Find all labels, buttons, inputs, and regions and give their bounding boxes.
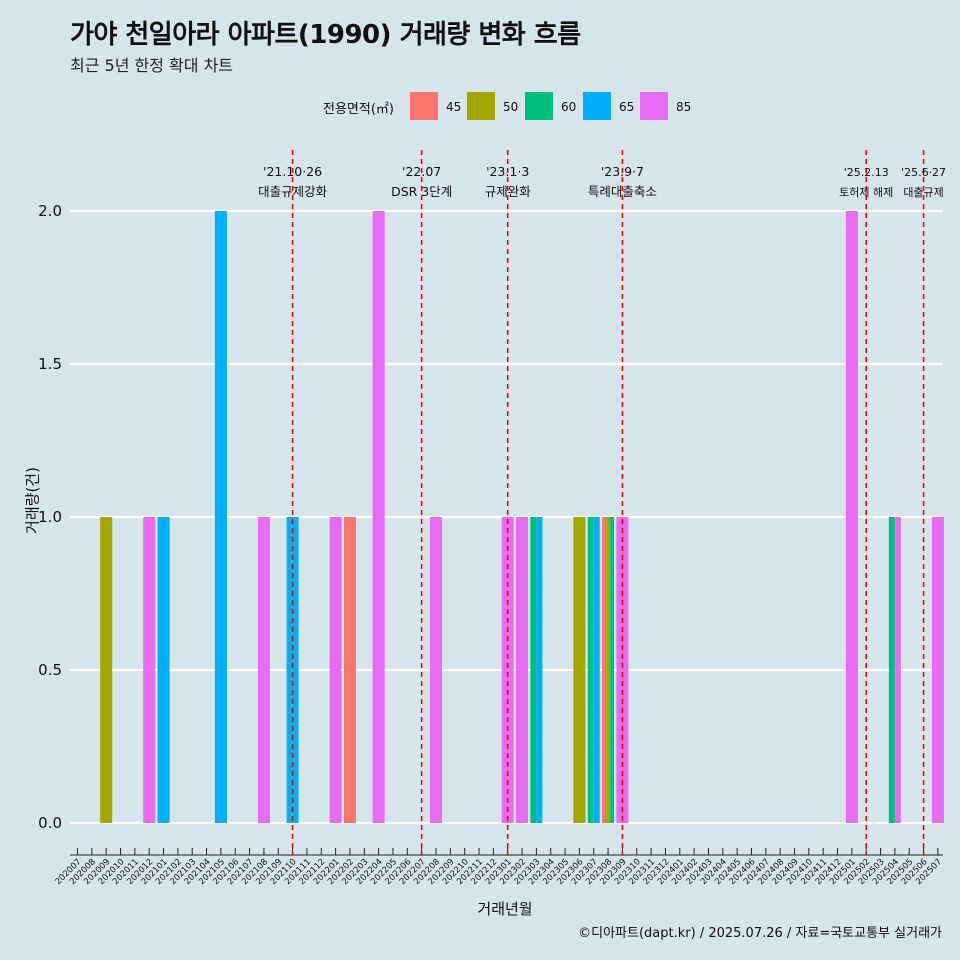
y-axis-label: 거래량(건) — [23, 467, 42, 534]
bar-202504-60 — [888, 517, 895, 823]
event-label: 특례대출축소 — [588, 184, 657, 199]
legend-label-85: 85 — [676, 100, 692, 114]
event-label: 대출규제강화 — [258, 184, 328, 199]
legend-swatch-85 — [640, 92, 668, 120]
legend-label-65: 65 — [619, 100, 635, 114]
bar-202101-65 — [157, 517, 170, 823]
bar-202208-85 — [430, 517, 442, 823]
bar-202302-85 — [516, 517, 529, 823]
source-caption: ©디아파트(dapt.kr) / 2025.07.26 / 자료=국토교통부 실… — [578, 926, 942, 941]
bar-202012-85 — [143, 517, 156, 823]
event-label: DSR 3단계 — [391, 184, 452, 199]
bar-202303-60 — [530, 517, 537, 823]
event-date: '23.1·3 — [486, 164, 529, 179]
bar-202308-60 — [610, 517, 615, 823]
x-axis-label: 거래년월 — [477, 900, 533, 918]
bar-202307-65 — [593, 517, 600, 823]
legend-swatch-65 — [583, 92, 611, 120]
y-tick-label: 2.0 — [38, 202, 62, 220]
bar-202202-45 — [343, 517, 356, 823]
bar-202201-85 — [329, 517, 342, 823]
event-label: 규제완화 — [485, 184, 532, 199]
event-date: '22.07 — [402, 164, 441, 179]
bar-202309-85 — [616, 517, 629, 823]
bar-202308-50 — [606, 517, 611, 823]
legend-swatch-50 — [467, 92, 495, 120]
bar-202009-50 — [100, 517, 113, 823]
bar-202501-85 — [845, 211, 858, 823]
legend-label-50: 50 — [503, 100, 519, 114]
event-label: 토허제 해제 — [839, 185, 893, 199]
event-date: '25.2.13 — [844, 166, 889, 179]
y-tick-label: 1.5 — [38, 355, 62, 373]
legend-swatch-45 — [410, 92, 438, 120]
bar-202204-85 — [372, 211, 385, 823]
y-tick-label: 1.0 — [38, 508, 62, 526]
chart-subtitle: 최근 5년 한정 확대 차트 — [70, 56, 234, 75]
bar-202108-85 — [257, 517, 270, 823]
bar-202306-50 — [573, 517, 586, 823]
chart-title: 가야 천일아라 아파트(1990) 거래량 변화 흐름 — [70, 20, 581, 50]
event-date: '23.9·7 — [601, 164, 644, 179]
event-date: '21.10·26 — [263, 164, 322, 179]
event-label: 대출규제 — [903, 186, 943, 199]
y-tick-label: 0.5 — [38, 661, 62, 679]
bar-202308-45 — [602, 517, 607, 823]
event-date: '25.6·27 — [901, 166, 946, 179]
bar-202307-60 — [587, 517, 594, 823]
bar-202301-85 — [501, 517, 514, 823]
bar-202105-65 — [214, 211, 227, 823]
legend-swatch-60 — [525, 92, 553, 120]
legend-label-60: 60 — [561, 100, 577, 114]
legend: 전용면적(㎡) 45 50 60 65 85 — [0, 92, 960, 122]
legend-title: 전용면적(㎡) — [323, 102, 394, 117]
legend-label-45: 45 — [446, 100, 462, 114]
bar-202504-85 — [894, 517, 901, 823]
y-tick-label: 0.0 — [38, 814, 62, 832]
bar-202507-85 — [931, 517, 944, 823]
bar-202303-65 — [536, 517, 543, 823]
bar-202110-65 — [286, 517, 299, 823]
